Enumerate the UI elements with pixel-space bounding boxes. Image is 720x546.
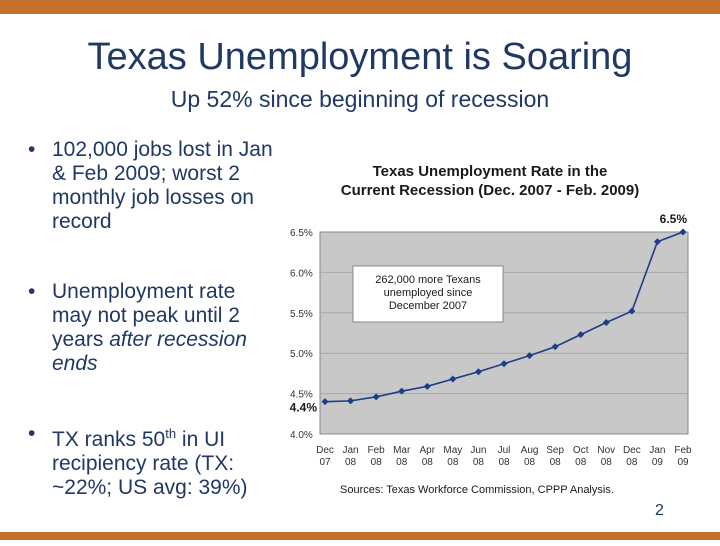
x-tick-label-month: May — [443, 445, 462, 456]
data-point — [628, 307, 636, 315]
x-tick-label-year: 08 — [575, 457, 587, 468]
x-tick-label-month: Jul — [498, 445, 511, 456]
x-tick-label-month: Dec — [623, 445, 641, 456]
x-tick-label-month: Feb — [368, 445, 386, 456]
slide-title: Texas Unemployment is Soaring — [87, 36, 633, 78]
top-accent-bar — [0, 0, 720, 14]
chart-title: Texas Unemployment Rate in the Current R… — [300, 162, 680, 200]
data-point — [398, 387, 406, 395]
data-point — [551, 343, 559, 351]
data-point — [602, 318, 610, 326]
x-tick-label-year: 08 — [550, 457, 562, 468]
data-point — [347, 397, 355, 405]
x-tick-label-year: 08 — [601, 457, 613, 468]
bullet-text: 102,000 jobs lost in Jan & Feb 2009; wor… — [52, 138, 273, 233]
bullet-text: in UI recipiency rate (TX: ~22%; US avg:… — [52, 428, 248, 499]
x-tick-label-month: Jan — [343, 445, 359, 456]
x-tick-label-month: Oct — [573, 445, 589, 456]
x-tick-label-year: 08 — [371, 457, 383, 468]
x-tick-label-year: 09 — [652, 457, 664, 468]
x-tick-label-year: 08 — [473, 457, 485, 468]
data-point — [321, 398, 329, 406]
bullet-item-peak: • Unemployment rate may not peak until 2… — [28, 280, 278, 376]
data-point — [526, 352, 534, 360]
x-tick-label-year: 08 — [396, 457, 408, 468]
data-point — [500, 360, 508, 368]
x-tick-label-year: 07 — [319, 457, 331, 468]
slide-subtitle: Up 52% since beginning of recession — [170, 86, 550, 112]
y-tick-label: 4.0% — [290, 430, 313, 441]
data-point — [423, 382, 431, 390]
data-point — [577, 331, 585, 339]
unemployment-line-chart: 4.0%4.5%5.0%5.5%6.0%6.5%Dec07Jan08Feb08M… — [290, 212, 692, 468]
x-tick-label-month: Nov — [597, 445, 615, 456]
x-tick-label-year: 08 — [524, 457, 536, 468]
annotation-box — [352, 265, 504, 323]
chart-title-line1: Texas Unemployment Rate in the — [372, 163, 608, 180]
x-tick-label-month: Aug — [521, 445, 539, 456]
y-tick-label: 5.0% — [290, 349, 313, 360]
annotation-text-line: 262,000 more Texans — [375, 274, 481, 286]
x-tick-label-month: Dec — [316, 445, 334, 456]
bullet-item-jobs-lost: • 102,000 jobs lost in Jan & Feb 2009; w… — [28, 138, 278, 234]
plot-area — [319, 231, 689, 435]
x-tick-label-year: 08 — [345, 457, 357, 468]
bullet-dot-icon: • — [28, 280, 36, 303]
bottom-accent-bar — [0, 532, 720, 540]
data-point — [372, 393, 380, 401]
bullet-dot-icon: • — [28, 422, 36, 445]
x-tick-label-year: 08 — [498, 457, 510, 468]
bullet-text: Unemployment rate may not peak until 2 y… — [52, 280, 240, 351]
y-tick-label: 6.0% — [290, 268, 313, 279]
start-value-label: 4.4% — [290, 401, 318, 415]
x-tick-label-year: 08 — [447, 457, 459, 468]
y-tick-label: 4.5% — [290, 390, 313, 401]
y-tick-label: 6.5% — [290, 228, 313, 239]
y-tick-label: 5.5% — [290, 309, 313, 320]
bullet-list: • 102,000 jobs lost in Jan & Feb 2009; w… — [28, 138, 278, 546]
data-point — [474, 368, 482, 376]
x-tick-label-month: Jun — [470, 445, 486, 456]
end-value-label: 6.5% — [660, 212, 688, 226]
x-tick-label-month: Sep — [546, 445, 564, 456]
x-tick-label-year: 08 — [422, 457, 434, 468]
x-tick-label-year: 08 — [626, 457, 638, 468]
chart-title-line2: Current Recession (Dec. 2007 - Feb. 2009… — [340, 182, 640, 199]
bullet-dot-icon: • — [28, 138, 36, 161]
x-tick-label-month: Feb — [674, 445, 692, 456]
data-point — [653, 238, 661, 246]
annotation-text-line: December 2007 — [389, 300, 467, 312]
annotation-text-line: unemployed since — [384, 287, 473, 299]
x-tick-label-month: Apr — [420, 445, 436, 456]
x-tick-label-month: Mar — [393, 445, 411, 456]
bullet-text-superscript: th — [165, 426, 177, 441]
page-number: 2 — [655, 502, 664, 519]
x-tick-label-month: Jan — [649, 445, 665, 456]
bullet-text-italic: after recession ends — [52, 328, 247, 375]
x-tick-label-year: 09 — [677, 457, 689, 468]
data-point — [449, 375, 457, 383]
source-note: Sources: Texas Workforce Commission, CPP… — [340, 484, 614, 496]
data-point — [679, 228, 687, 236]
bullet-text: TX ranks 50 — [52, 428, 166, 451]
bullet-item-recipiency: • TX ranks 50th in UI recipiency rate (T… — [28, 422, 278, 500]
